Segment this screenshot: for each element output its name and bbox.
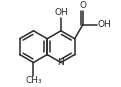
Text: N: N xyxy=(58,58,64,67)
Text: OH: OH xyxy=(97,20,111,29)
Text: CH₃: CH₃ xyxy=(25,76,42,85)
Text: O: O xyxy=(79,1,86,10)
Text: OH: OH xyxy=(54,8,68,17)
